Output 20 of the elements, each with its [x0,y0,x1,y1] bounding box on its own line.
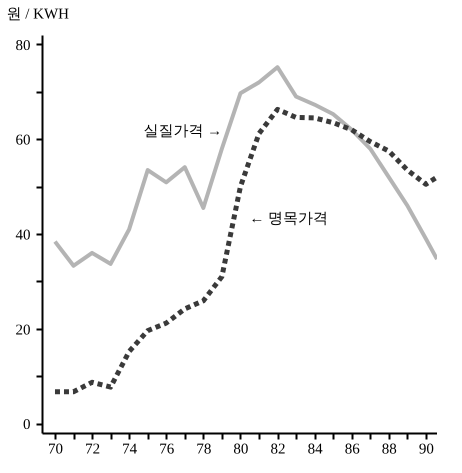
y-tick-label: 0 [23,417,30,434]
y-tick-label: 60 [16,132,30,149]
x-tick-label: 88 [382,442,397,458]
y-axis-title: 원 / KWH [6,6,70,22]
y-tick-label: 40 [16,228,30,244]
x-tick-label: 74 [122,442,138,458]
y-tick-label: 80 [16,38,30,54]
x-tick-label: 76 [159,442,175,458]
x-tick-label: 78 [196,442,212,458]
annotation: 실질가격 → [143,124,222,140]
x-tick-label: 80 [233,442,248,458]
annotation: ← 명목가격 [249,211,328,228]
x-tick-label: 72 [85,442,100,458]
x-tick-label: 84 [308,442,324,458]
x-tick-label: 70 [48,442,63,458]
x-tick-label: 86 [344,442,360,458]
x-tick-label: 82 [270,442,286,458]
x-tick-label: 90 [418,442,434,458]
line-series [52,65,437,268]
y-tick-label: 20 [16,322,30,338]
